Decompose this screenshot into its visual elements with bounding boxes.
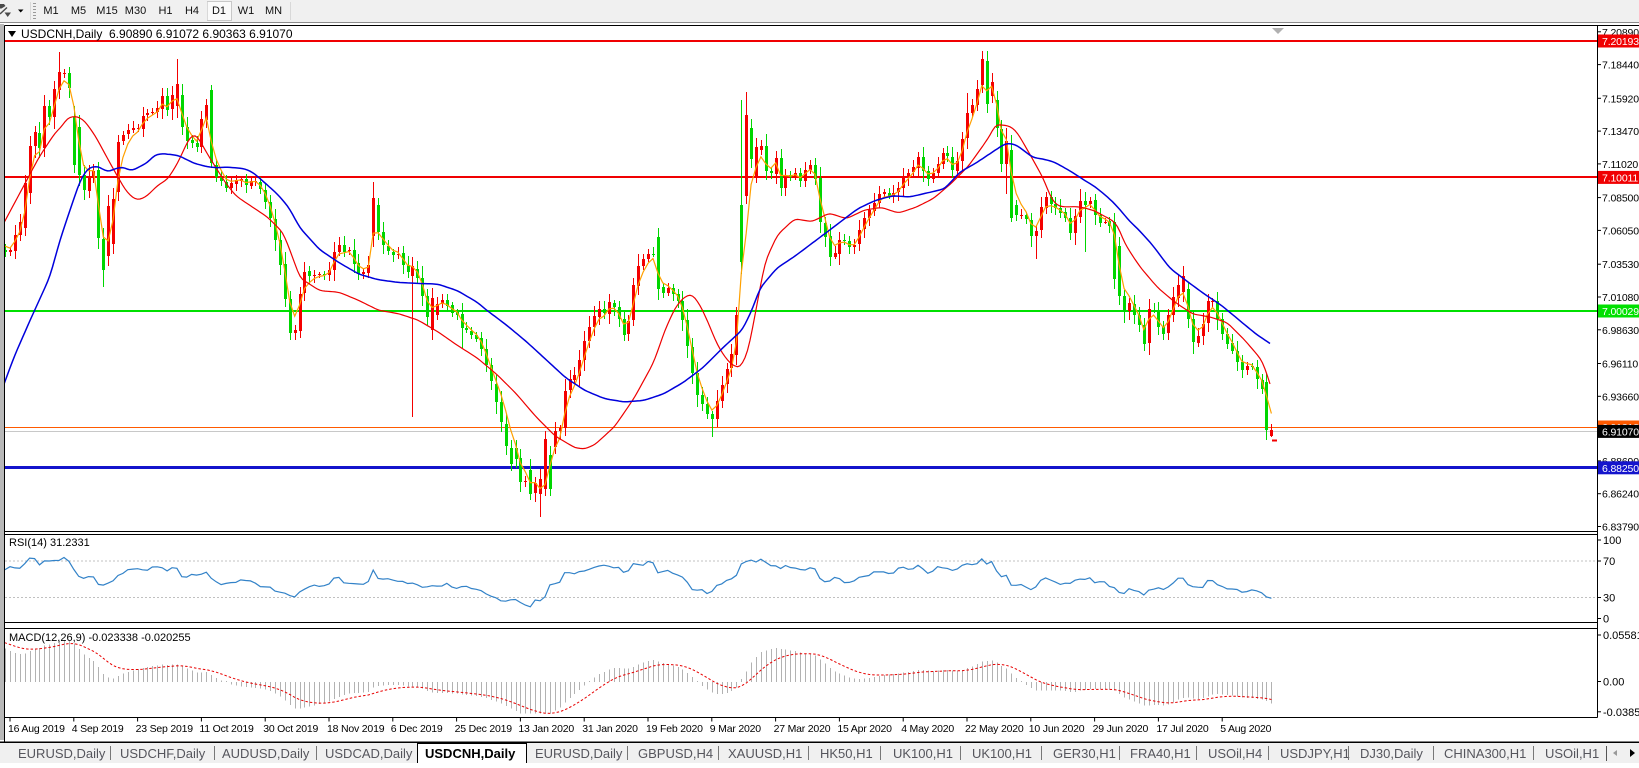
svg-text:7.03530: 7.03530 xyxy=(1602,259,1639,271)
svg-text:15 Apr 2020: 15 Apr 2020 xyxy=(837,723,892,735)
svg-text:6 Dec 2019: 6 Dec 2019 xyxy=(391,723,443,735)
svg-text:30: 30 xyxy=(1603,593,1615,605)
svg-text:13 Jan 2020: 13 Jan 2020 xyxy=(518,723,574,735)
svg-text:MACD(12,26,9) -0.023338 -0.020: MACD(12,26,9) -0.023338 -0.020255 xyxy=(9,632,191,644)
svg-text:17 Jul 2020: 17 Jul 2020 xyxy=(1156,723,1208,735)
svg-text:6.96110: 6.96110 xyxy=(1602,359,1638,371)
svg-text:7.00029: 7.00029 xyxy=(1602,306,1639,318)
svg-text:11 Oct 2019: 11 Oct 2019 xyxy=(199,723,254,735)
svg-text:22 May 2020: 22 May 2020 xyxy=(965,723,1024,735)
svg-text:5 Aug 2020: 5 Aug 2020 xyxy=(1220,723,1271,735)
svg-text:0: 0 xyxy=(1603,614,1609,626)
svg-text:25 Dec 2019: 25 Dec 2019 xyxy=(455,723,513,735)
svg-text:100: 100 xyxy=(1603,535,1621,547)
svg-text:-0.038524: -0.038524 xyxy=(1603,707,1639,719)
svg-text:7.15920: 7.15920 xyxy=(1602,93,1639,105)
svg-text:19 Feb 2020: 19 Feb 2020 xyxy=(646,723,703,735)
svg-text:7.08500: 7.08500 xyxy=(1602,193,1639,205)
svg-text:31 Jan 2020: 31 Jan 2020 xyxy=(582,723,638,735)
svg-text:18 Nov 2019: 18 Nov 2019 xyxy=(327,723,385,735)
svg-text:7.13470: 7.13470 xyxy=(1602,126,1639,138)
svg-text:6.91070: 6.91070 xyxy=(1602,426,1639,438)
svg-text:6.83790: 6.83790 xyxy=(1602,522,1639,534)
svg-text:6.88250: 6.88250 xyxy=(1602,463,1639,475)
svg-text:6.86240: 6.86240 xyxy=(1602,489,1639,501)
svg-text:0.05581: 0.05581 xyxy=(1603,630,1639,642)
svg-text:7.10011: 7.10011 xyxy=(1602,172,1638,184)
svg-text:6.93660: 6.93660 xyxy=(1602,391,1639,403)
svg-text:27 Mar 2020: 27 Mar 2020 xyxy=(774,723,831,735)
svg-text:4 May 2020: 4 May 2020 xyxy=(901,723,954,735)
svg-text:30 Oct 2019: 30 Oct 2019 xyxy=(263,723,318,735)
svg-text:7.11020: 7.11020 xyxy=(1602,159,1638,171)
svg-text:9 Mar 2020: 9 Mar 2020 xyxy=(710,723,761,735)
svg-text:7.01080: 7.01080 xyxy=(1602,292,1639,304)
svg-text:7.06050: 7.06050 xyxy=(1602,225,1639,237)
svg-text:7.18440: 7.18440 xyxy=(1602,60,1639,72)
svg-text:7.20193: 7.20193 xyxy=(1602,36,1639,48)
svg-text:0.00: 0.00 xyxy=(1603,677,1624,689)
svg-text:23 Sep 2019: 23 Sep 2019 xyxy=(136,723,194,735)
svg-text:RSI(14) 31.2331: RSI(14) 31.2331 xyxy=(9,537,90,549)
svg-text:16 Aug 2019: 16 Aug 2019 xyxy=(8,723,65,735)
svg-text:29 Jun 2020: 29 Jun 2020 xyxy=(1093,723,1149,735)
svg-text:6.98630: 6.98630 xyxy=(1602,325,1639,337)
svg-text:70: 70 xyxy=(1603,556,1615,568)
svg-text:4 Sep 2019: 4 Sep 2019 xyxy=(72,723,124,735)
svg-text:10 Jun 2020: 10 Jun 2020 xyxy=(1029,723,1085,735)
svg-text:USDCNH,Daily 6.90890 6.91072: USDCNH,Daily 6.90890 6.91072 6.90363 6.9… xyxy=(21,27,293,41)
